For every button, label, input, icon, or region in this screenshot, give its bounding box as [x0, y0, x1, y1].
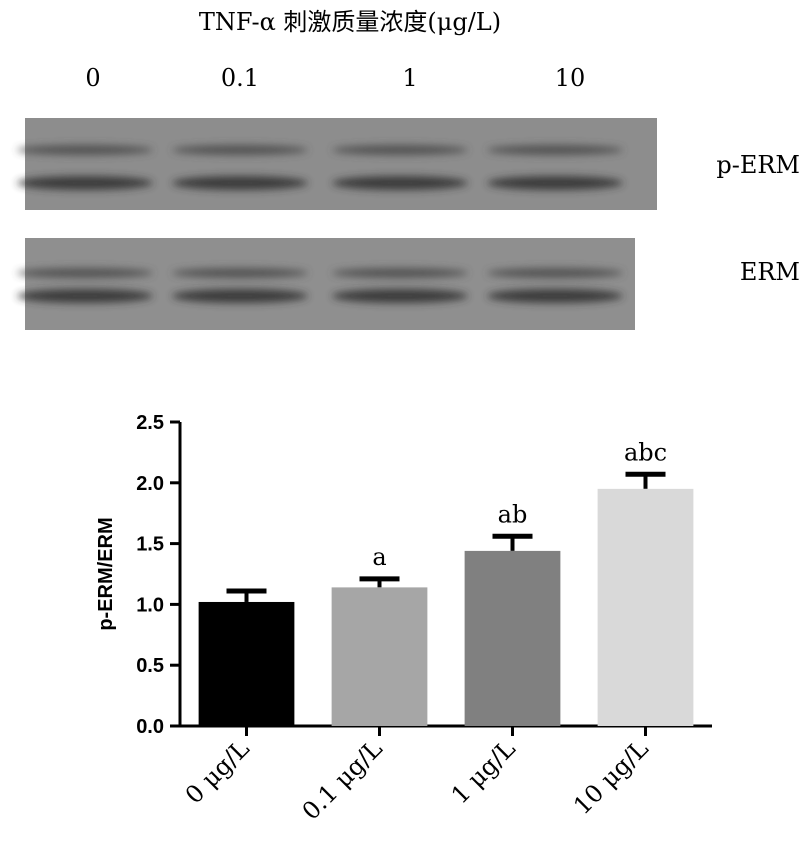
lane-label: 10 [555, 64, 586, 92]
x-tick-label: 10 μg/L [568, 734, 654, 820]
blot-area [17, 118, 657, 330]
blot-band [172, 145, 308, 155]
blot-band [487, 289, 623, 303]
blot-band [17, 145, 153, 155]
y-tick-label: 2.0 [136, 473, 164, 495]
blot-band [17, 289, 153, 303]
x-tick-label: 0 μg/L [180, 734, 255, 809]
blot-membrane [25, 238, 635, 330]
significance-label: abc [624, 438, 667, 466]
y-tick-label: 2.5 [136, 412, 164, 434]
blot-band [487, 145, 623, 155]
blot-membrane [25, 118, 657, 210]
blot-band [332, 289, 468, 303]
blot-band [172, 176, 308, 190]
x-tick-label: 0.1 μg/L [297, 734, 388, 825]
blot-band [487, 268, 623, 278]
row-label: ERM [740, 258, 800, 286]
bar [464, 550, 561, 726]
y-tick-label: 1.5 [136, 534, 164, 556]
lane-label: 0 [85, 64, 100, 92]
bar [331, 587, 428, 726]
row-label: p-ERM [716, 151, 800, 179]
blot-band [332, 176, 468, 190]
y-tick-label: 0.5 [136, 655, 164, 677]
blot-band [332, 145, 468, 155]
blot-band [172, 268, 308, 278]
blot-title: TNF-α 刺激质量浓度(μg/L) [199, 8, 501, 36]
y-axis-label: p-ERM/ERM [95, 517, 117, 630]
blot-band [487, 176, 623, 190]
y-tick-label: 1.0 [136, 594, 164, 616]
blot-band [17, 176, 153, 190]
bar [198, 601, 295, 726]
blot-band [332, 268, 468, 278]
blot-band [17, 268, 153, 278]
lane-label: 1 [402, 64, 417, 92]
lane-label: 0.1 [221, 64, 259, 92]
y-tick-label: 0.0 [136, 716, 164, 738]
x-tick-label: 1 μg/L [446, 734, 521, 809]
bar [597, 488, 694, 726]
significance-label: a [372, 543, 386, 571]
significance-label: ab [498, 500, 528, 528]
blot-band [172, 289, 308, 303]
